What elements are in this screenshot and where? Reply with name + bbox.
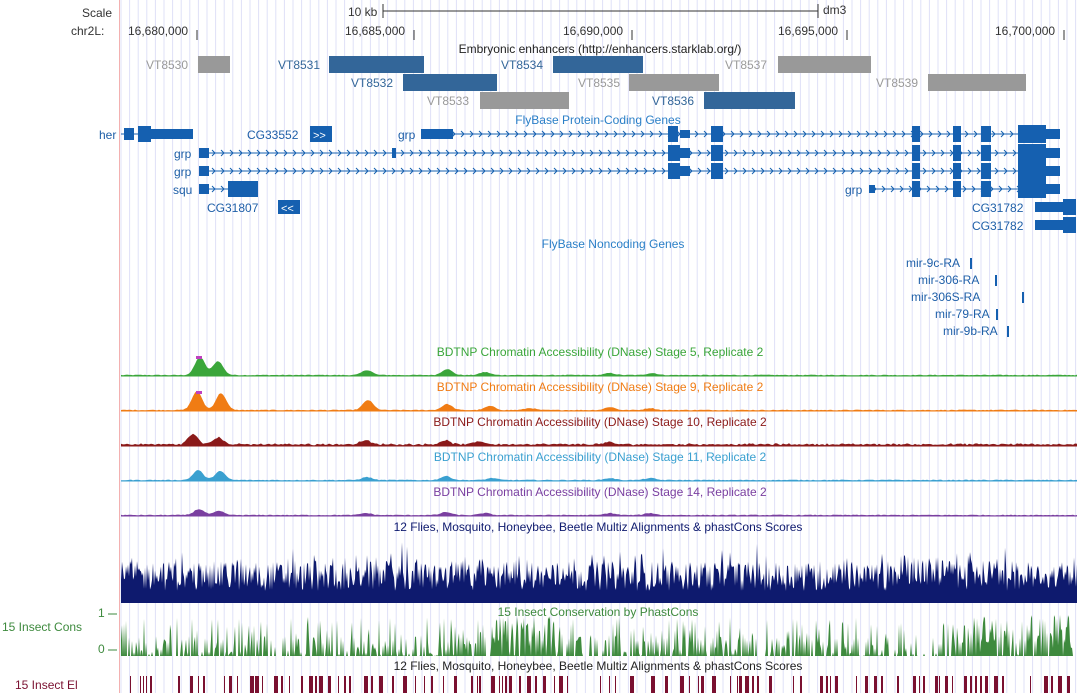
- phastcons-plot[interactable]: [0, 0, 1078, 660]
- dnase-signal-tracks[interactable]: [0, 0, 1078, 520]
- enhancers-track-title: Embryonic enhancers (http://enhancers.st…: [458, 42, 742, 56]
- gene-label-cg31782-1[interactable]: CG31782: [972, 201, 1024, 215]
- multiz-conservation-plot[interactable]: [0, 0, 1078, 605]
- protein-coding-track-title: FlyBase Protein-Coding Genes: [515, 113, 681, 127]
- ruler-ticks: [196, 30, 1065, 40]
- gene-label-grp-4[interactable]: grp: [845, 183, 863, 197]
- gene-label-grp-3[interactable]: grp: [174, 165, 192, 179]
- enhancer-label-vt8537: VT8537: [725, 58, 768, 72]
- enhancer-label-vt8539: VT8539: [876, 76, 919, 90]
- dnase-stage11-title: BDTNP Chromatin Accessibility (DNase) St…: [433, 450, 767, 464]
- enhancer-vt8537[interactable]: [778, 56, 871, 73]
- gene-label-squ[interactable]: squ: [173, 183, 193, 197]
- ruler-pos-3: 16,690,000: [563, 24, 624, 38]
- mirna-marks: [970, 258, 1024, 337]
- enhancer-label-vt8530: VT8530: [146, 58, 189, 72]
- scale-bar-label: 10 kb: [348, 5, 378, 19]
- gene-label-grp-2[interactable]: grp: [174, 147, 192, 161]
- assembly-label: dm3: [823, 3, 847, 17]
- gene-label-mir-9c[interactable]: mir-9c-RA: [906, 256, 960, 270]
- enhancer-label-vt8534: VT8534: [501, 58, 544, 72]
- ruler-pos-4: 16,695,000: [778, 24, 839, 38]
- svg-text:<<: <<: [281, 203, 294, 215]
- phastcons-ymin: 0: [98, 642, 105, 656]
- enhancer-vt8532[interactable]: [403, 74, 497, 91]
- gene-label-mir-306s[interactable]: mir-306S-RA: [911, 290, 981, 304]
- elements-track-title: 12 Flies, Mosquito, Honeybee, Beetle Mul…: [393, 659, 803, 673]
- dnase-stage5-title: BDTNP Chromatin Accessibility (DNase) St…: [436, 345, 764, 359]
- enhancer-label-vt8531: VT8531: [278, 58, 321, 72]
- enhancer-vt8534[interactable]: [553, 56, 643, 73]
- phastcons-axis-ticks: [108, 613, 117, 651]
- dnase-stage10-title: BDTNP Chromatin Accessibility (DNase) St…: [433, 415, 767, 429]
- dnase-stage9-title: BDTNP Chromatin Accessibility (DNase) St…: [436, 380, 764, 394]
- enhancer-label-vt8533: VT8533: [427, 94, 470, 108]
- enhancer-label-vt8532: VT8532: [351, 76, 394, 90]
- chrom-label: chr2L:: [71, 24, 105, 38]
- noncoding-track-title: FlyBase Noncoding Genes: [541, 237, 685, 251]
- gene-label-mir-79[interactable]: mir-79-RA: [935, 307, 990, 321]
- enhancer-vt8530[interactable]: [198, 56, 230, 73]
- label-area-divider: [119, 0, 120, 693]
- scale-label: Scale: [82, 6, 113, 20]
- gene-label-cg33552[interactable]: CG33552: [247, 128, 299, 142]
- enhancer-label-vt8536: VT8536: [652, 94, 695, 108]
- scale-bar: [382, 4, 819, 18]
- enhancer-vt8533[interactable]: [480, 92, 569, 109]
- gene-label-grp-1[interactable]: grp: [398, 128, 416, 142]
- phastcons-track-title: 15 Insect Conservation by PhastCons: [497, 605, 699, 619]
- phastcons-ymax: 1: [98, 606, 105, 620]
- gene-label-mir-9b[interactable]: mir-9b-RA: [943, 324, 998, 338]
- enhancer-vt8539[interactable]: [928, 74, 1026, 91]
- dnase-stage14-title: BDTNP Chromatin Accessibility (DNase) St…: [433, 485, 767, 499]
- ruler-pos-1: 16,680,000: [128, 24, 189, 38]
- gene-label-her[interactable]: her: [99, 128, 117, 142]
- gene-label-mir-306[interactable]: mir-306-RA: [918, 273, 980, 287]
- ruler-pos-5: 16,700,000: [995, 24, 1056, 38]
- enhancer-vt8531[interactable]: [329, 56, 424, 73]
- gene-label-cg31807[interactable]: CG31807: [207, 201, 259, 215]
- phastcons-side-label[interactable]: 15 Insect Cons: [2, 620, 83, 634]
- enhancer-vt8535[interactable]: [629, 74, 719, 91]
- enhancer-vt8536[interactable]: [704, 92, 795, 109]
- gene-models[interactable]: >> <<: [0, 0, 1078, 240]
- ruler-pos-2: 16,685,000: [345, 24, 406, 38]
- enhancer-label-vt8535: VT8535: [578, 76, 621, 90]
- elements-side-label[interactable]: 15 Insect El: [15, 678, 78, 692]
- svg-text:>>: >>: [313, 130, 326, 142]
- multiz-track-title: 12 Flies, Mosquito, Honeybee, Beetle Mul…: [393, 520, 803, 534]
- gene-label-cg31782-2[interactable]: CG31782: [972, 219, 1024, 233]
